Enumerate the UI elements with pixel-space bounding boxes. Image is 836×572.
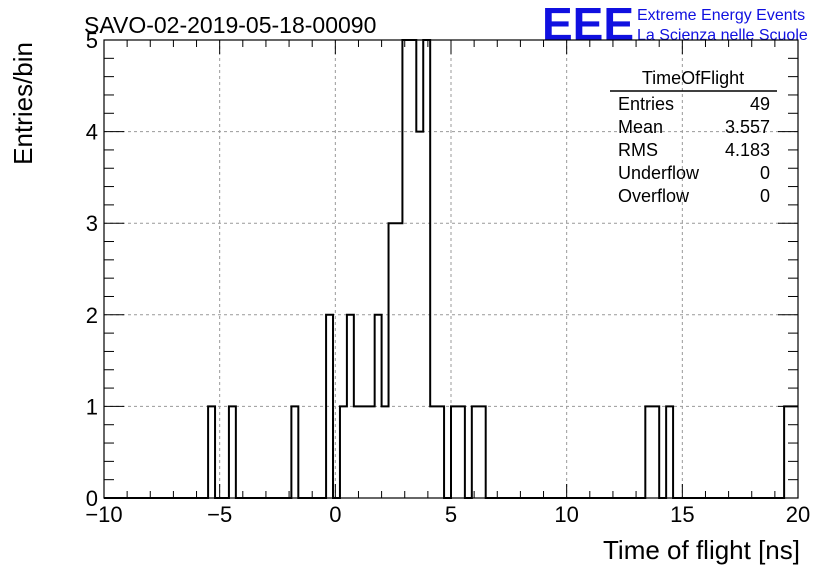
- x-tick-label: 15: [670, 502, 694, 527]
- histogram-bin: [342, 406, 349, 498]
- eee-logo-mark: EEE: [542, 0, 634, 50]
- stats-title: TimeOfFlight: [642, 68, 744, 88]
- x-axis-label: Time of flight [ns]: [603, 535, 800, 565]
- x-tick-label: −10: [85, 502, 122, 527]
- stats-row-label: Entries: [618, 94, 674, 114]
- stats-box: TimeOfFlight Entries 49 Mean 3.557 RMS 4.183 U…: [610, 68, 777, 206]
- y-tick-label: 2: [86, 303, 98, 328]
- stats-rows: Entries 49 Mean 3.557 RMS 4.183 Underflow 0 Over…: [618, 94, 770, 206]
- histogram-bin: [453, 406, 460, 498]
- histogram-bin: [405, 40, 412, 498]
- histogram-bin: [363, 406, 370, 498]
- histogram-bin: [419, 132, 426, 498]
- histogram-bin: [439, 406, 446, 498]
- histogram-bin: [481, 406, 488, 498]
- y-tick-label: 5: [86, 28, 98, 53]
- histogram-bin: [370, 406, 377, 498]
- y-tick-label: 0: [86, 486, 98, 511]
- y-axis-label: Entries/bin: [8, 42, 38, 165]
- x-tick-label: 20: [786, 502, 810, 527]
- y-tick-label: 3: [86, 211, 98, 236]
- stats-row-label: RMS: [618, 140, 658, 160]
- histogram-bin: [668, 406, 675, 498]
- histogram-bin: [328, 315, 335, 498]
- histogram-bin: [356, 406, 363, 498]
- histogram-bin: [412, 40, 419, 498]
- histogram-bin: [474, 406, 481, 498]
- y-tick-labels: 0 1 2 3 4 5: [86, 28, 98, 511]
- histogram-bin: [648, 406, 655, 498]
- x-tick-label: 5: [445, 502, 457, 527]
- eee-logo: EEE Extreme Energy Events La Scienza nel…: [542, 0, 808, 50]
- stats-row-label: Mean: [618, 117, 663, 137]
- histogram-bin: [349, 315, 356, 498]
- histogram-bin: [793, 406, 800, 498]
- stats-row-label: Underflow: [618, 163, 700, 183]
- histogram-bins: [210, 40, 800, 498]
- eee-logo-line2: La Scienza nelle Scuole: [637, 27, 808, 44]
- eee-logo-line1: Extreme Energy Events: [637, 7, 805, 24]
- y-tick-label: 4: [86, 120, 98, 145]
- stats-row-value: 3.557: [725, 117, 770, 137]
- stats-row-value: 0: [760, 163, 770, 183]
- histogram-bin: [426, 40, 433, 498]
- y-tick-label: 1: [86, 394, 98, 419]
- stats-row-value: 0: [760, 186, 770, 206]
- histogram-bin: [786, 406, 793, 498]
- histogram-bin: [398, 223, 405, 498]
- x-tick-label: −5: [207, 502, 232, 527]
- histogram-bin: [391, 223, 398, 498]
- histogram-bin: [384, 406, 391, 498]
- x-tick-labels: −10 −5 0 5 10 15 20: [85, 502, 810, 527]
- grid-lines: [104, 40, 798, 498]
- histogram-bin: [432, 406, 439, 498]
- axis-ticks: [103, 39, 799, 499]
- x-tick-label: 10: [554, 502, 578, 527]
- stats-row-value: 49: [750, 94, 770, 114]
- stats-row-label: Overflow: [618, 186, 690, 206]
- x-tick-label: 0: [329, 502, 341, 527]
- histogram-bin: [377, 315, 384, 498]
- histogram-bin: [210, 406, 217, 498]
- chart-title: SAVO-02-2019-05-18-00090: [84, 12, 376, 38]
- histogram-bin: [460, 406, 467, 498]
- stats-row-value: 4.183: [725, 140, 770, 160]
- histogram-bin: [294, 406, 301, 498]
- histogram-bin: [655, 406, 662, 498]
- histogram-bin: [231, 406, 238, 498]
